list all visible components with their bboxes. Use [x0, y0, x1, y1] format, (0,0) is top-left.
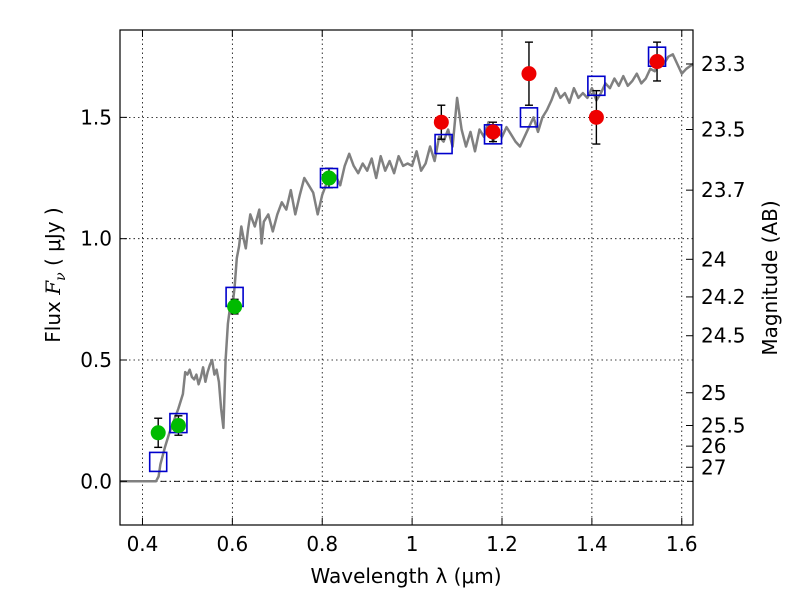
optical-data-point — [170, 418, 186, 434]
y-axis-title-left: Flux Fν ( μJy ) — [41, 207, 69, 342]
right-tick-label: 24 — [701, 247, 726, 271]
right-tick-label: 23.7 — [701, 178, 746, 202]
right-tick-label: 26 — [701, 434, 726, 458]
x-tick-label: 1.2 — [486, 532, 518, 556]
plot-frame — [119, 29, 694, 526]
y-axis-title-right: Magnitude (AB) — [758, 200, 782, 355]
x-tick-label: 0.4 — [127, 532, 159, 556]
right-tick-label: 24.5 — [701, 324, 746, 348]
right-tick-label: 23.3 — [701, 52, 746, 76]
model-flux-square — [319, 167, 339, 189]
y-tick-label: 0.5 — [80, 348, 112, 372]
y-tick-label: 1.0 — [80, 227, 112, 251]
data-markers — [148, 41, 667, 473]
optical-data-point — [150, 425, 166, 441]
right-tick-label: 27 — [701, 455, 726, 479]
optical-data-point — [321, 170, 337, 186]
y-axis-title-part: ν — [53, 272, 69, 281]
optical-data-point — [227, 299, 243, 315]
x-axis-title: Wavelength λ (μm) — [310, 564, 501, 588]
nir-data-point — [649, 54, 665, 70]
grid — [120, 30, 693, 525]
y-axis-title-part: F — [41, 280, 65, 296]
model-flux-square — [587, 75, 606, 97]
model-flux-square — [519, 107, 539, 128]
sed-model-path — [120, 53, 694, 483]
x-tick-label: 1.6 — [666, 532, 698, 556]
x-tick-label: 1.4 — [576, 532, 608, 556]
nir-data-point — [433, 114, 449, 130]
y-tick-label: 0.0 — [80, 469, 112, 493]
y-axis-title-part: Flux — [41, 295, 65, 343]
right-tick-label: 23.5 — [701, 117, 746, 141]
x-tick-label: 0.8 — [306, 532, 338, 556]
right-tick-label: 25.5 — [701, 414, 746, 438]
nir-data-point — [485, 124, 501, 140]
nir-data-point — [521, 66, 537, 82]
sed-model-line — [120, 53, 694, 483]
nir-data-point — [588, 109, 604, 125]
y-axis-title-part: ( μJy ) — [41, 207, 65, 272]
right-tick-label: 24.2 — [701, 285, 746, 309]
x-tick-label: 0.6 — [216, 532, 248, 556]
error-bars — [154, 41, 662, 449]
axis-ticks: 0.4 0.6 0.8 1 1.2 1.4 1.6 0.0 0.5 1.0 1.5 23.3 23.5 2… — [80, 30, 746, 556]
right-tick-label: 25 — [701, 381, 726, 405]
y-tick-label: 1.5 — [80, 105, 112, 129]
model-flux-square — [434, 133, 453, 155]
model-flux-square — [148, 451, 168, 473]
x-tick-label: 1 — [406, 532, 419, 556]
